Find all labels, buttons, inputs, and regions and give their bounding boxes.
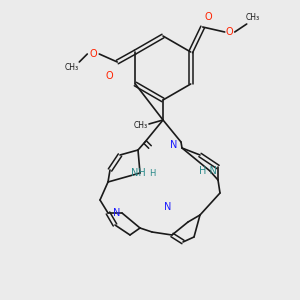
Text: CH₃: CH₃ [134,121,148,130]
Text: CH₃: CH₃ [64,64,78,73]
Text: O: O [89,49,97,59]
Text: N: N [164,202,172,212]
Text: O: O [106,71,113,81]
Text: N: N [113,208,121,218]
Text: O: O [226,27,233,37]
Text: H: H [149,169,155,178]
Text: N: N [170,140,178,150]
Text: NH: NH [130,168,146,178]
Text: CH₃: CH₃ [246,14,260,22]
Text: H N: H N [199,166,217,176]
Text: O: O [205,12,212,22]
